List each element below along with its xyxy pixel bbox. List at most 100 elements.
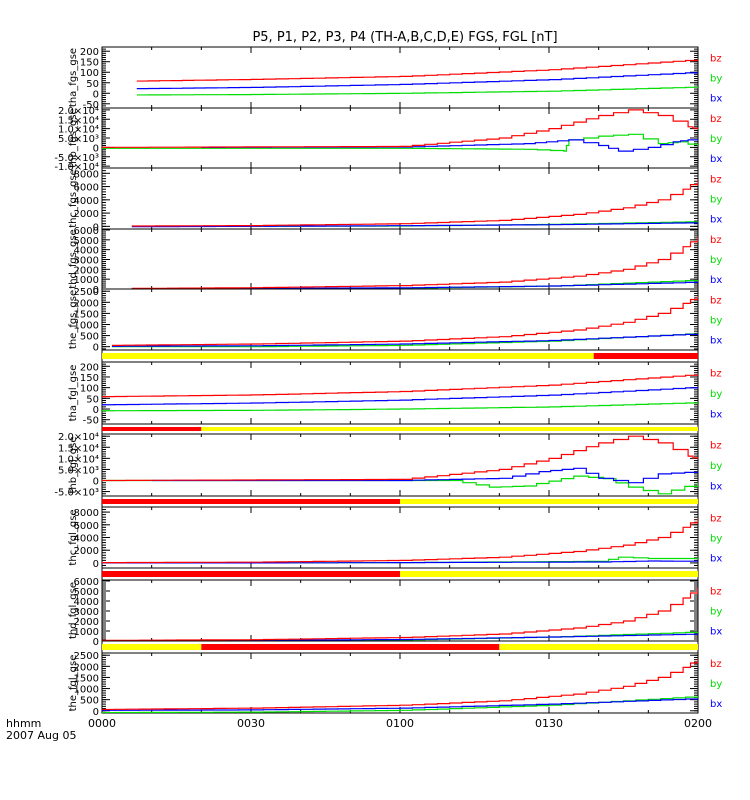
y-tick-label: 1.0×10⁴: [58, 125, 99, 136]
y-tick-label: 5.0×10³: [58, 465, 99, 476]
y-axis-label: thd_fgl_gse: [68, 582, 79, 639]
flag-bar-red: [102, 571, 400, 577]
legend-by: by: [710, 679, 722, 690]
panel-thb_fgl_gse: 2.0×10⁴1.5×10⁴1.0×10⁴5.0×10³0-5.0×10³thb…: [54, 432, 722, 508]
legend-bx: bx: [710, 154, 722, 165]
y-axis-label: thc_fgl_gse: [68, 509, 79, 565]
panel-frame: [101, 107, 699, 169]
y-tick-label: 0: [93, 343, 99, 354]
y-tick-label: 1000: [74, 275, 99, 286]
panel-frame: [101, 579, 699, 642]
series-bz-line: [102, 658, 698, 711]
y-tick-label: 1000: [74, 627, 99, 638]
series-bx-line: [131, 281, 698, 289]
series-by-line: [102, 402, 698, 412]
y-tick-label: 4000: [74, 246, 99, 257]
y-tick-label: -50: [83, 416, 99, 427]
y-tick-label: 50: [86, 79, 99, 90]
y-tick-label: 4000: [74, 196, 99, 207]
y-tick-label: 2000: [74, 209, 99, 220]
y-tick-label: 150: [80, 58, 99, 69]
legend-bz: bz: [710, 369, 722, 380]
series-bx-line: [102, 387, 698, 406]
panel-frame: [101, 652, 699, 714]
legend-by: by: [710, 461, 722, 472]
y-tick-label: 0: [93, 143, 99, 154]
series-bx-line: [102, 633, 698, 641]
y-tick-label: 5000: [74, 236, 99, 247]
y-tick-label: 3000: [74, 607, 99, 618]
y-tick-label: 0: [93, 405, 99, 416]
y-tick-label: 1000: [74, 685, 99, 696]
legend-bz: bz: [710, 174, 722, 185]
flag-bar-yellow: [400, 571, 698, 577]
series-bz-line: [111, 295, 698, 346]
legend-bx: bx: [710, 554, 722, 565]
y-tick-label: 1000: [74, 320, 99, 331]
y-tick-label: 50: [86, 394, 99, 405]
series-bz-line: [102, 435, 698, 482]
series-bx-line: [201, 139, 698, 152]
y-tick-label: -50: [83, 100, 99, 111]
y-tick-label: 200: [80, 47, 99, 58]
legend-bx: bx: [710, 481, 722, 492]
legend-bz: bz: [710, 659, 722, 670]
legend-by: by: [710, 607, 722, 618]
y-tick-label: 1.5×10⁴: [58, 115, 99, 126]
panel-frame: [101, 167, 699, 230]
y-tick-label: -1.0×10⁴: [54, 162, 99, 173]
y-tick-label: 6000: [74, 577, 99, 588]
y-tick-label: 5.0×10³: [58, 134, 99, 145]
y-tick-label: 6000: [74, 183, 99, 194]
x-tick-label: 0030: [237, 717, 265, 730]
y-tick-label: 2500: [74, 287, 99, 298]
y-axis-label: tha_fgl_gse: [68, 365, 79, 422]
series-bx-line: [151, 467, 698, 484]
y-tick-label: -5.0×10³: [54, 153, 99, 164]
legend-bx: bx: [710, 409, 722, 420]
y-tick-label: 100: [80, 384, 99, 395]
series-bx-line: [102, 698, 698, 711]
flag-bar-yellow: [400, 499, 698, 504]
y-tick-label: -5.0×10³: [54, 488, 99, 499]
x-tick-label: 0100: [386, 717, 414, 730]
y-tick-label: 4000: [74, 597, 99, 608]
legend-bx: bx: [710, 275, 722, 286]
series-by-line: [102, 133, 698, 152]
y-axis-label: tha_fgs_gse: [68, 48, 79, 107]
y-tick-label: 0: [93, 285, 99, 296]
y-tick-label: 500: [80, 696, 99, 707]
y-tick-label: 2500: [74, 651, 99, 662]
y-tick-label: 0: [93, 222, 99, 233]
x-tick-label: 0200: [684, 717, 712, 730]
series-bz-line: [131, 236, 698, 289]
flag-bar-red: [201, 644, 500, 650]
chart-title: P5, P1, P2, P3, P4 (TH-A,B,C,D,E) FGS, F…: [252, 30, 557, 45]
flag-bar-red: [102, 427, 202, 431]
legend-bz: bz: [710, 53, 722, 64]
y-tick-label: 2000: [74, 662, 99, 673]
y-tick-label: 0: [93, 707, 99, 718]
date-label: 2007 Aug 05: [6, 729, 76, 742]
legend-by: by: [710, 316, 722, 327]
legend-by: by: [710, 195, 722, 206]
series-bx-line: [102, 560, 698, 564]
y-tick-label: 100: [80, 68, 99, 79]
y-axis-label: thb_fgl_gse: [68, 437, 79, 494]
flag-bar-yellow: [201, 427, 699, 431]
series-bz-line: [102, 109, 698, 148]
y-axis-label: the_fgl_gse: [68, 655, 79, 712]
y-tick-label: 0: [93, 89, 99, 100]
flag-bar-yellow: [102, 353, 594, 359]
series-bz-line: [131, 179, 698, 227]
x-axis-label: hhmm: [6, 717, 41, 730]
y-tick-label: 6000: [74, 521, 99, 532]
legend-bz: bz: [710, 513, 722, 524]
y-tick-label: 8000: [74, 508, 99, 519]
flag-bar-red: [102, 499, 400, 504]
panel-thc_fgs_gse: 8000 6000 4000 2000 0 thc_fgs_gse bz by bx: [68, 167, 722, 233]
